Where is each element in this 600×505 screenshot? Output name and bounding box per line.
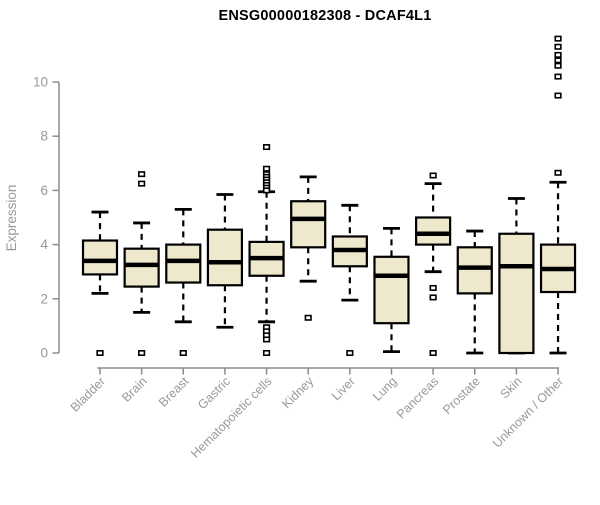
outlier-point	[96, 349, 104, 356]
y-tick-label: 10	[33, 75, 48, 90]
x-category-label: Hematopoietic cells	[188, 374, 275, 461]
x-category-label: Unknown / Other	[490, 374, 566, 450]
outlier-point	[554, 92, 562, 99]
outlier-point	[346, 349, 354, 356]
outlier-point	[262, 144, 271, 151]
outlier-point	[262, 165, 271, 172]
plot-content: 0 2 4 6 8 10 Bladder Brain Breast GastricHematopo…	[33, 35, 577, 461]
box-bladder	[81, 239, 119, 276]
x-category-label: Gastric	[195, 374, 233, 412]
outlier-point	[138, 349, 146, 356]
box-breast	[165, 243, 202, 284]
chart-title: ENSG00000182308 - DCAF4L1	[218, 8, 432, 24]
y-axis-label: Expression	[4, 185, 19, 252]
y-tick-label: 0	[40, 346, 48, 361]
x-category-label: Lung	[370, 374, 400, 404]
y-tick-label: 4	[40, 237, 48, 252]
x-category-label: Pancreas	[394, 374, 441, 421]
outlier-point	[554, 51, 562, 58]
outlier-point	[262, 336, 271, 343]
outlier-point	[554, 73, 562, 80]
box-prostate	[456, 246, 493, 295]
box-kidney	[290, 200, 327, 249]
x-category-label: Bladder	[68, 374, 108, 414]
x-category-label: Breast	[156, 374, 192, 410]
box-pancreas	[415, 216, 452, 246]
outlier-point	[554, 43, 562, 50]
outlier-point	[429, 294, 437, 301]
x-category-label: Skin	[497, 374, 524, 401]
outlier-point	[179, 349, 187, 356]
y-tick-label: 8	[40, 129, 48, 144]
outlier-point	[554, 62, 562, 69]
outlier-point	[554, 57, 562, 64]
x-category-label: Liver	[329, 374, 358, 403]
y-tick-label: 2	[40, 291, 48, 306]
box-lung	[373, 255, 410, 325]
x-category-label: Kidney	[279, 374, 316, 411]
box-brain	[123, 247, 160, 288]
y-tick-label: 6	[40, 183, 48, 198]
outlier-point	[554, 169, 562, 176]
box-skin	[498, 232, 535, 355]
outlier-point	[429, 349, 437, 356]
x-category-label: Brain	[119, 374, 150, 405]
outlier-point	[304, 314, 312, 321]
outlier-point	[262, 187, 271, 194]
outlier-point	[138, 171, 146, 178]
outlier-point	[138, 180, 146, 187]
outlier-point	[554, 35, 562, 42]
outlier-point	[429, 172, 437, 179]
outlier-point	[429, 284, 437, 291]
box-gastric	[206, 228, 244, 287]
x-category-label: Prostate	[440, 374, 483, 417]
outlier-point	[262, 349, 271, 356]
